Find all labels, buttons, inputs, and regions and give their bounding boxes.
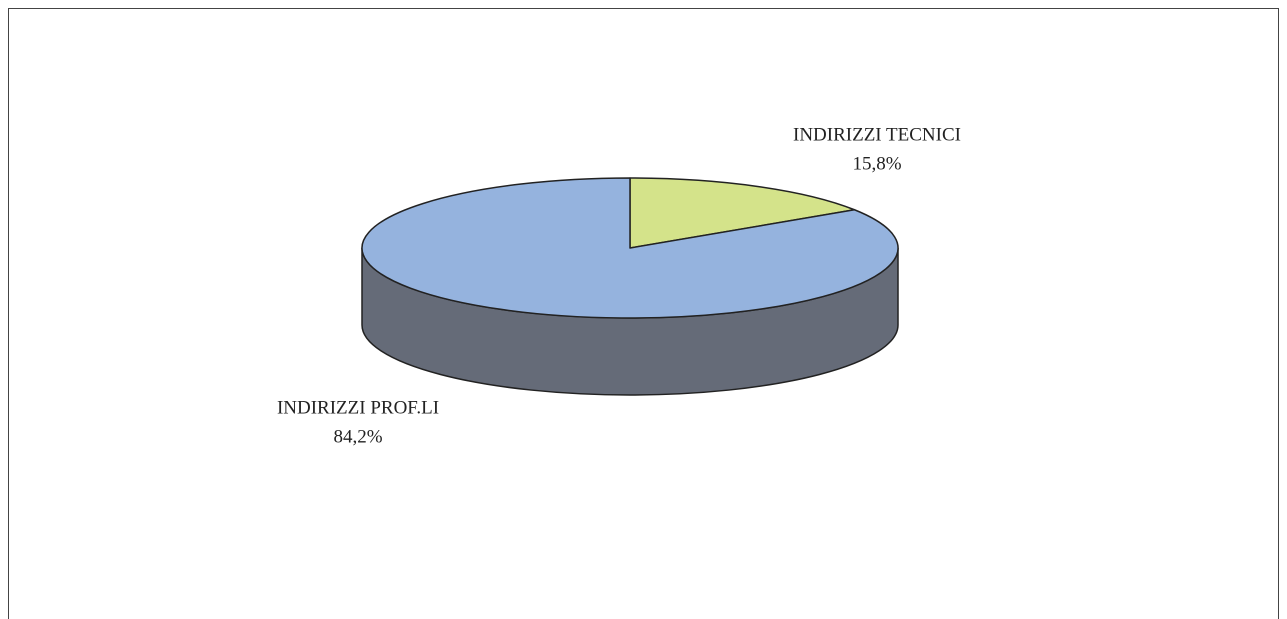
slice-value-label: 84,2% xyxy=(333,426,382,447)
slice-label: INDIRIZZI TECNICI xyxy=(793,124,961,145)
slice-value-label: 15,8% xyxy=(852,153,901,174)
slice-label: INDIRIZZI PROF.LI xyxy=(277,397,439,418)
pie-slice xyxy=(629,177,856,249)
pie-slice xyxy=(361,177,899,319)
